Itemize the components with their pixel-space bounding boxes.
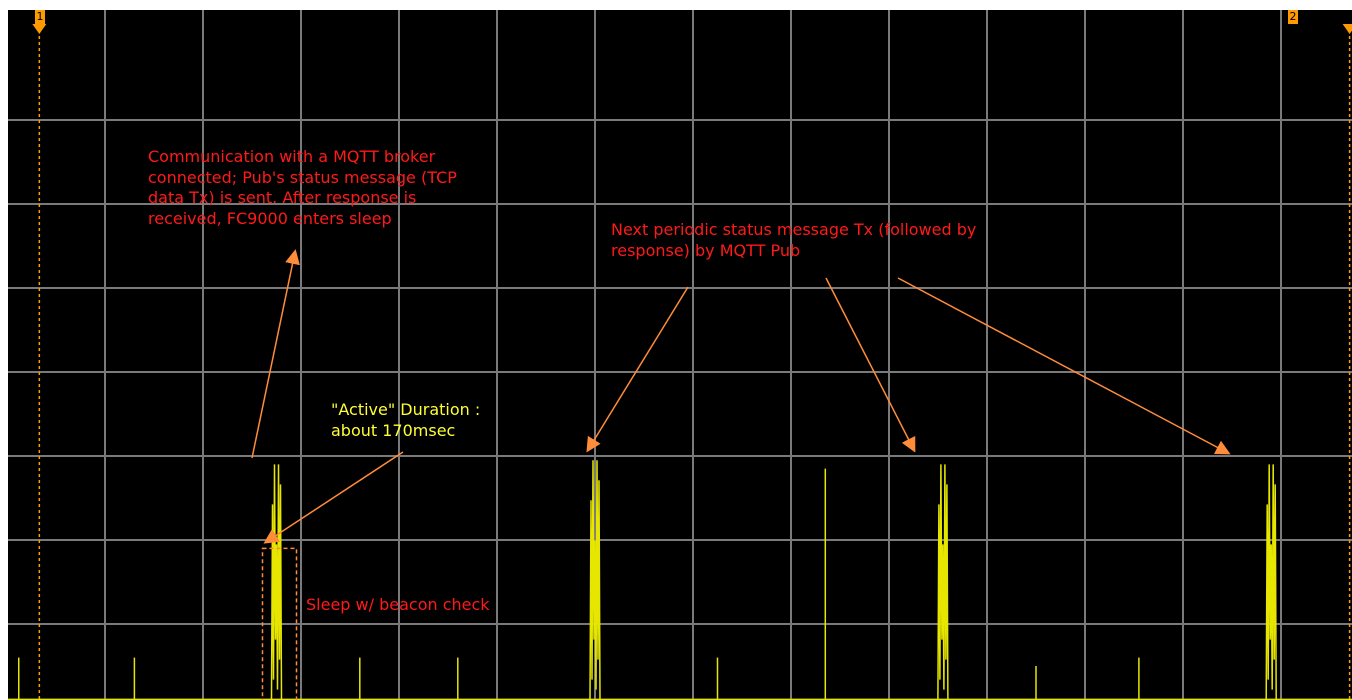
trace-pulse-active	[272, 464, 282, 699]
cursor-1-marker	[32, 24, 46, 34]
arrow-connect	[252, 252, 295, 458]
active-duration-annotation: "Active" Duration : about 170msec	[331, 400, 480, 441]
arrow-periodic-3	[898, 278, 1228, 453]
arrow-periodic-1	[588, 287, 688, 450]
trace-pulse-active	[1266, 464, 1276, 699]
oscilloscope-screen: 1 2 Communication with a MQTT broker con…	[8, 10, 1352, 700]
cursor-1-label[interactable]: 1	[35, 10, 45, 24]
waveform-plot	[8, 10, 1352, 700]
sleep-annotation: Sleep w/ beacon check	[306, 595, 490, 616]
arrow-active-duration	[266, 452, 403, 542]
arrow-periodic-2	[826, 278, 914, 450]
periodic-annotation: Next periodic status message Tx (followe…	[611, 220, 976, 261]
cursor-2-label[interactable]: 2	[1288, 10, 1298, 24]
trace-pulse-active	[938, 464, 948, 699]
cursor-2-marker	[1343, 24, 1352, 34]
connect-annotation: Communication with a MQTT broker connect…	[148, 147, 457, 229]
